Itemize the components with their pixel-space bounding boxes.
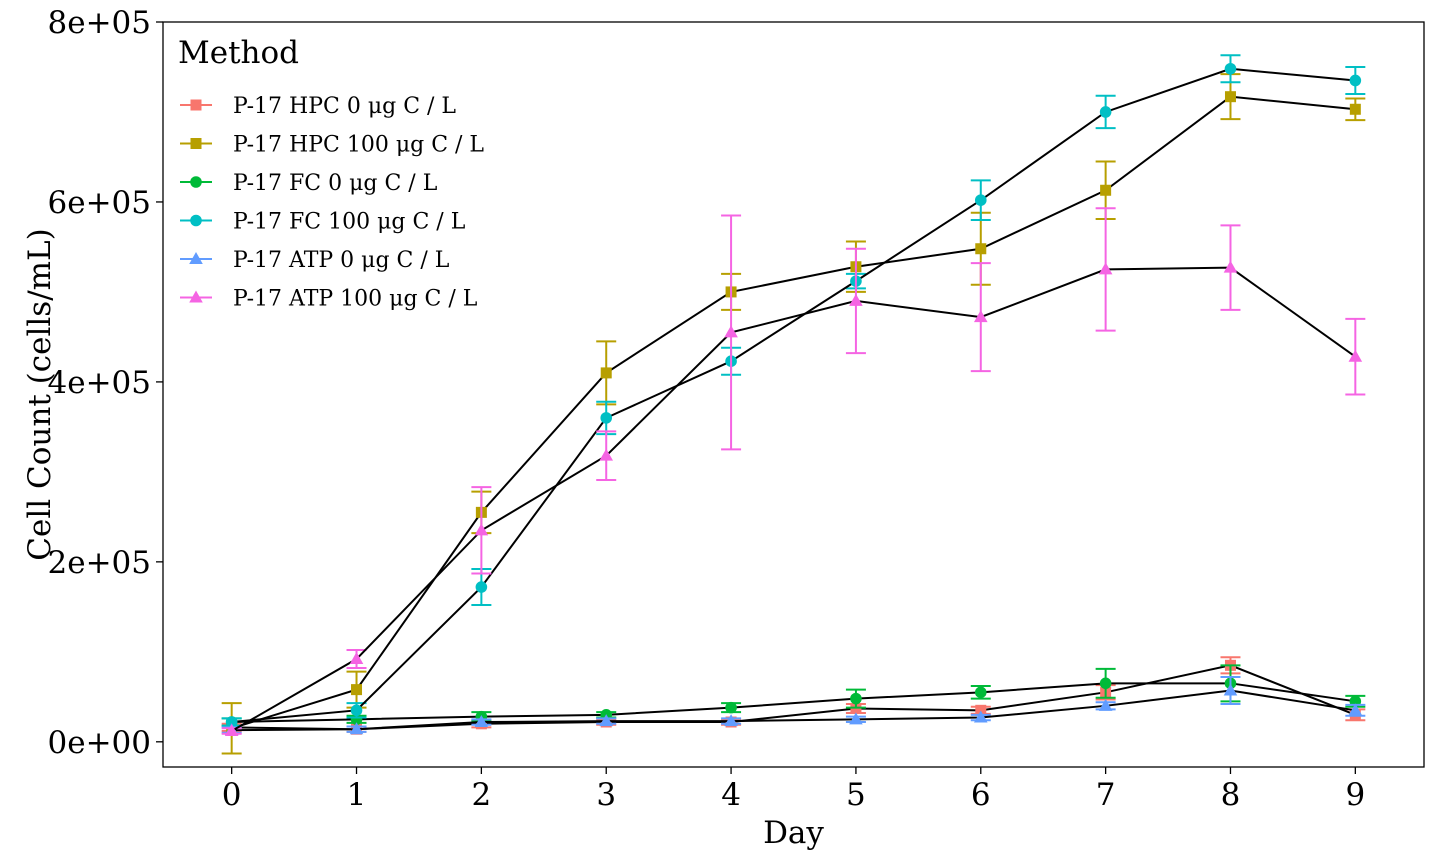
legend-title: Method: [178, 35, 299, 71]
x-tick-label: 5: [846, 777, 866, 813]
legend-label: P-17 ATP 0 μg C / L: [233, 248, 450, 273]
data-point: [349, 722, 364, 735]
data-point: [1098, 262, 1113, 275]
data-point: [1223, 260, 1238, 273]
data-point: [1223, 683, 1238, 696]
series-line: [231, 689, 1356, 732]
x-tick-label: 8: [1221, 777, 1241, 813]
data-point: [351, 684, 363, 696]
data-point: [349, 652, 364, 665]
data-point: [1100, 184, 1112, 196]
x-tick-label: 6: [971, 777, 991, 813]
data-point: [975, 704, 987, 716]
data-point: [350, 713, 363, 726]
data-point: [1098, 698, 1113, 711]
legend: Method P-17 HPC 0 μg C / L P-17 HPC 100 μ…: [178, 35, 484, 312]
data-point: [475, 581, 488, 593]
series-line: [231, 67, 1356, 724]
y-tick-label: 0e+00: [48, 725, 152, 761]
x-tick-label: 4: [721, 777, 741, 813]
legend-swatch-marker: [190, 138, 202, 149]
series-line: [231, 266, 1356, 732]
x-tick-label: 0: [222, 777, 242, 813]
x-axis-title: Day: [763, 815, 824, 851]
data-point: [849, 293, 863, 306]
legend-swatch-marker: [190, 176, 202, 188]
data-point: [974, 194, 987, 206]
data-point: [849, 712, 863, 725]
data-point: [1349, 103, 1361, 115]
legend-item: P-17 ATP 0 μg C / L: [180, 248, 450, 273]
plot-frame: [162, 21, 1425, 768]
data-point: [724, 325, 738, 338]
data-point: [474, 523, 489, 536]
data-point: [973, 710, 988, 723]
data-point: [1099, 677, 1112, 690]
data-point: [599, 448, 614, 461]
data-point: [973, 310, 988, 323]
series-group: [221, 207, 1366, 737]
x-tick-label: 1: [347, 777, 367, 813]
x-tick-label: 2: [472, 777, 492, 813]
legend-item: P-17 FC 100 μg C / L: [180, 210, 466, 235]
data-point: [1224, 91, 1236, 103]
legend-item: P-17 HPC 0 μg C / L: [180, 94, 456, 119]
x-tick-label: 3: [596, 777, 616, 813]
data-point: [225, 716, 238, 728]
series-line: [231, 682, 1356, 724]
data-point: [850, 692, 862, 705]
legend-item: P-17 FC 0 μg C / L: [180, 171, 438, 196]
data-point: [599, 714, 614, 727]
legend-swatch-marker: [189, 252, 203, 264]
y-tick-label: 4e+05: [48, 365, 152, 401]
data-point: [1224, 62, 1237, 75]
data-point: [350, 704, 363, 717]
data-point: [1099, 106, 1112, 118]
data-point: [725, 701, 737, 714]
legend-label: P-17 ATP 100 μg C / L: [233, 287, 478, 312]
data-point: [724, 714, 738, 727]
legend-swatch-marker: [190, 214, 202, 227]
legend-label: P-17 HPC 100 μg C / L: [233, 133, 484, 158]
data-point: [474, 715, 489, 728]
legend-item: P-17 HPC 100 μg C / L: [180, 133, 484, 158]
series-layer: [221, 54, 1366, 755]
series-line: [231, 95, 1356, 730]
legend-item: P-17 ATP 100 μg C / L: [180, 287, 478, 312]
series-group: [221, 54, 1366, 728]
data-point: [1349, 74, 1362, 87]
y-tick-label: 2e+05: [48, 545, 152, 581]
legend-label: P-17 HPC 0 μg C / L: [233, 94, 456, 119]
x-tick-label: 9: [1345, 777, 1365, 813]
legend-swatch-marker: [189, 290, 203, 303]
data-point: [224, 724, 239, 737]
data-point: [600, 412, 613, 424]
data-point: [974, 686, 987, 699]
y-axis-title: Cell Count (cells/mL): [22, 228, 58, 560]
data-point: [1348, 703, 1363, 716]
axes-layer: 0 1 2 3 4 5 6 7 8 9 0e+00 2e+05 4e+05 6e+05 8e+05: [48, 5, 1366, 813]
y-tick-label: 8e+05: [48, 5, 152, 41]
legend-label: P-17 FC 0 μg C / L: [233, 171, 438, 196]
legend-swatch-marker: [190, 99, 202, 111]
legend-label: P-17 FC 100 μg C / L: [233, 210, 466, 235]
data-point: [975, 243, 987, 255]
y-tick-label: 6e+05: [48, 185, 152, 221]
x-tick-label: 7: [1096, 777, 1116, 813]
data-point: [600, 367, 612, 379]
data-point: [1348, 349, 1363, 362]
